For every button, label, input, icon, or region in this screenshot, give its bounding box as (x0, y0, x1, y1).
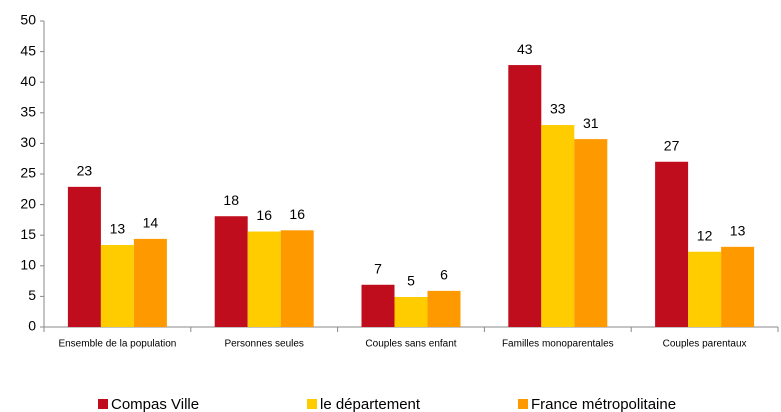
x-tick-label: Personnes seules (224, 339, 304, 350)
data-label: 12 (697, 227, 713, 243)
data-label: 14 (143, 215, 159, 231)
y-tick-label: 45 (20, 42, 36, 58)
bar (361, 284, 395, 327)
bar (67, 186, 101, 327)
y-tick-label: 20 (20, 195, 36, 211)
data-label: 16 (256, 207, 272, 223)
bar (721, 246, 755, 327)
legend-swatch (98, 399, 108, 409)
data-label: 27 (664, 137, 680, 153)
y-tick-label: 35 (20, 104, 36, 120)
bar (688, 251, 722, 327)
data-label: 33 (550, 101, 566, 117)
x-tick-label: Ensemble de la population (58, 339, 176, 350)
bar (394, 297, 428, 327)
data-label: 13 (730, 223, 746, 239)
x-tick-label: Familles monoparentales (502, 339, 614, 350)
y-tick-label: 0 (28, 318, 36, 334)
x-tick-label: Couples sans enfant (365, 339, 456, 350)
data-label: 43 (517, 41, 533, 57)
legend-label: le département (320, 396, 421, 412)
y-tick-label: 15 (20, 226, 36, 242)
data-label: 31 (583, 115, 599, 131)
legend-swatch (518, 399, 528, 409)
data-label: 18 (223, 192, 239, 208)
y-tick-label: 10 (20, 257, 36, 273)
bar (280, 230, 314, 327)
data-label: 13 (110, 221, 126, 237)
legend-label: France métropolitaine (531, 396, 676, 412)
bar (247, 231, 281, 327)
data-label: 16 (289, 206, 305, 222)
x-tick-label: Couples parentaux (663, 339, 747, 350)
bar (655, 161, 689, 327)
bar (133, 238, 167, 327)
legend-swatch (307, 399, 317, 409)
bar (427, 290, 461, 327)
data-label: 5 (407, 273, 415, 289)
legend-label: Compas Ville (111, 396, 199, 412)
bar (100, 244, 134, 327)
y-tick-label: 5 (28, 287, 36, 303)
y-tick-label: 25 (20, 165, 36, 181)
y-tick-label: 50 (20, 12, 36, 28)
y-tick-label: 40 (20, 73, 36, 89)
y-tick-label: 30 (20, 134, 36, 150)
data-label: 6 (440, 267, 448, 283)
bar (508, 65, 542, 328)
bar (541, 125, 575, 327)
bar (574, 139, 608, 327)
data-label: 23 (77, 163, 93, 179)
data-label: 7 (374, 260, 382, 276)
bar (214, 216, 248, 327)
